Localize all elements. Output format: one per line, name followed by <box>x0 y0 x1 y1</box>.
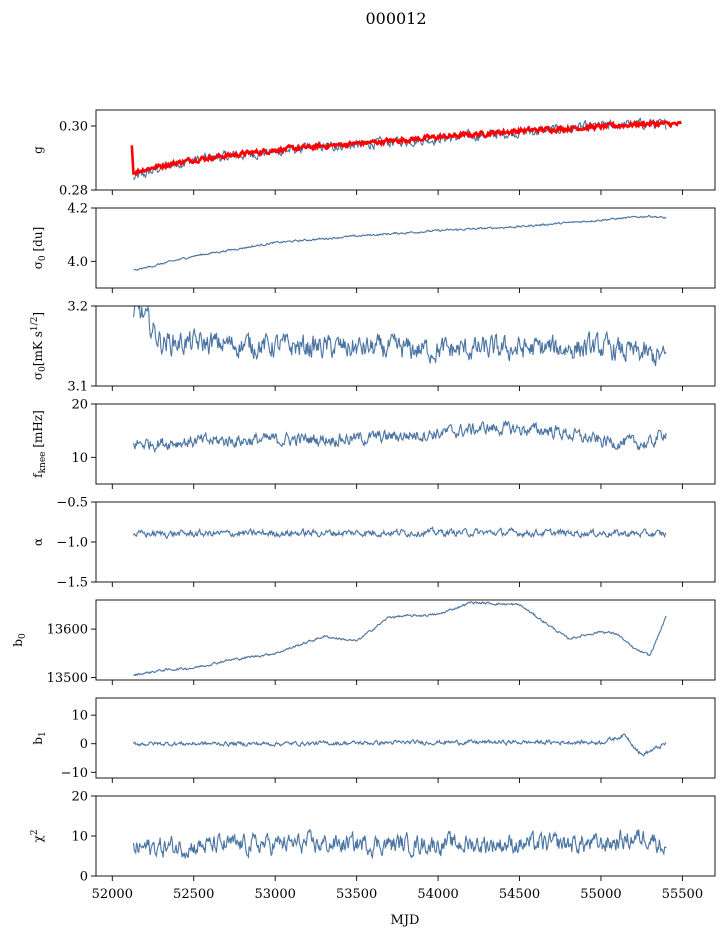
x-axis-label: MJD <box>391 913 420 928</box>
y-axis-label: b1 <box>31 731 48 744</box>
y-tick-label: 10 <box>71 709 88 724</box>
subplot-6: 13500 13600 b0 <box>11 599 716 686</box>
figure-title: 000012 <box>365 9 426 28</box>
series-line-data <box>133 600 667 677</box>
series-line-data <box>132 828 667 860</box>
series-line-data <box>132 419 667 454</box>
y-tick-label: −10 <box>61 766 88 781</box>
y-axis-label: σ0[mK s1/2] <box>30 312 48 380</box>
y-tick-label: 13600 <box>47 623 88 638</box>
x-tick-label: 52500 <box>173 887 214 902</box>
x-tick-label: 55000 <box>580 887 621 902</box>
series-line-data <box>133 733 667 757</box>
y-axis-label: χ2 <box>30 829 45 842</box>
series-line-data <box>132 306 667 367</box>
y-tick-label: 3.1 <box>67 380 88 395</box>
axes-frame <box>95 109 716 191</box>
subplot-2: 4.0 4.2 σ0 [du] <box>31 202 716 293</box>
subplot-3: 3.1 3.2 σ0[mK s1/2] <box>30 300 716 395</box>
axes-frame <box>95 599 716 681</box>
subplot-7: −10 0 10 b1 <box>31 697 716 783</box>
y-tick-label: 13500 <box>47 671 88 686</box>
y-tick-label: −1.5 <box>56 576 88 591</box>
y-axis-label: fknee [mHz] <box>31 410 48 478</box>
y-tick-label: 10 <box>71 451 88 466</box>
series-line-data <box>133 214 667 271</box>
y-tick-label: 4.2 <box>67 202 88 217</box>
y-axis-label: σ0 [du] <box>31 227 48 270</box>
y-tick-label: 10 <box>71 830 88 845</box>
y-axis-label: b0 <box>11 633 28 647</box>
y-tick-label: 0.28 <box>59 184 88 199</box>
y-tick-label: 3.2 <box>67 300 88 315</box>
y-axis-label: g <box>31 146 45 154</box>
y-tick-label: 20 <box>71 398 88 413</box>
y-axis-label: α <box>31 538 45 546</box>
axes-frame <box>95 501 716 583</box>
x-tick-label: 53000 <box>255 887 296 902</box>
x-tick-label: 54500 <box>499 887 540 902</box>
y-tick-label: 0 <box>80 870 88 885</box>
y-tick-label: 4.0 <box>67 255 88 270</box>
axes-frame <box>95 697 716 779</box>
axes-frame <box>95 305 716 387</box>
x-tick-label: 55500 <box>662 887 703 902</box>
y-tick-label: 0.30 <box>59 120 88 135</box>
x-tick-label: 53500 <box>336 887 377 902</box>
y-tick-label: 0 <box>80 737 88 752</box>
subplot-5: −1.5 −1.0 −0.5 α <box>31 496 716 591</box>
axes-frame <box>95 207 716 289</box>
y-tick-label: −0.5 <box>56 496 88 511</box>
y-tick-label: −1.0 <box>56 536 88 551</box>
x-tick-label: 54000 <box>417 887 458 902</box>
series-line-fit <box>130 118 682 177</box>
subplot-4: 10 20 fknee [mHz] <box>31 398 716 489</box>
x-tick-label: 52000 <box>92 887 133 902</box>
subplot-1: 0.28 0.30 g <box>31 109 716 199</box>
series-line-data <box>132 526 667 540</box>
y-tick-label: 20 <box>71 790 88 805</box>
subplot-8: 0 10 20 χ2 <box>30 790 716 885</box>
subplots: 0.28 0.30 g 4.0 4.2 σ0 [du] 3.1 3.2 σ0[mK s1/2] 1… <box>11 109 716 902</box>
axes-frame <box>95 403 716 485</box>
